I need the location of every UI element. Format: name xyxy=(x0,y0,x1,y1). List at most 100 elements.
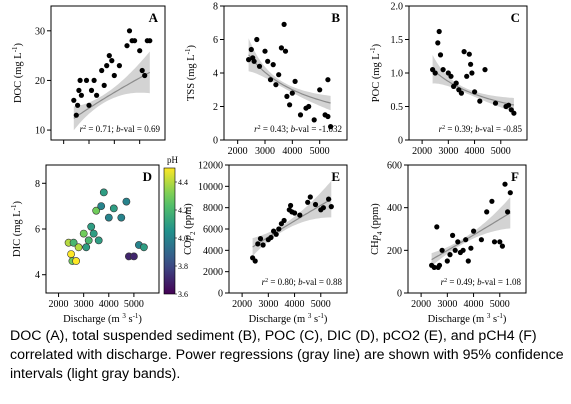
regression-annotation: r2 = 0.39; b-val = -0.85 xyxy=(439,124,523,134)
y-axis-label-part: 4 xyxy=(376,231,384,235)
data-point xyxy=(507,190,513,196)
data-point xyxy=(287,102,293,108)
x-tick-label: 4000 xyxy=(99,299,119,310)
data-point xyxy=(328,204,334,210)
x-axis-label: Discharge (m 3 s-1) xyxy=(63,312,142,325)
data-point xyxy=(117,213,126,222)
data-point xyxy=(255,241,261,247)
annotation-bval: -val = 0.88 xyxy=(303,277,343,287)
y-tick-label: 0 xyxy=(398,136,403,147)
y-axis-label-part: (ppm) xyxy=(370,203,381,232)
y-tick-label: 6 xyxy=(213,35,218,46)
fit-line xyxy=(252,198,332,248)
data-point xyxy=(88,87,95,93)
data-point xyxy=(469,70,475,76)
y-axis-label-part: POC (mg L xyxy=(371,53,382,102)
data-point xyxy=(252,258,258,264)
annotation-r2-value: = 0.43; xyxy=(261,124,291,134)
data-point xyxy=(99,67,105,74)
regression-annotation: r2 = 0.49; b-val = 1.08 xyxy=(441,277,522,287)
data-point xyxy=(305,199,311,205)
data-point xyxy=(472,89,478,95)
y-axis-label-part: TSS (mg L xyxy=(186,54,197,101)
data-point xyxy=(265,58,271,64)
data-point xyxy=(86,102,92,108)
y-axis-label-part: ) xyxy=(12,200,23,204)
data-point xyxy=(435,40,441,46)
x-axis-label-part: s xyxy=(126,314,133,325)
colorbar-tick-label: 4.4 xyxy=(178,178,188,187)
y-tick-label: 12000 xyxy=(198,161,223,172)
colorbar-bar xyxy=(163,167,176,295)
y-tick-label: 2.0 xyxy=(391,2,404,13)
data-point xyxy=(288,202,294,209)
annotation-r2-value: = 0.49; xyxy=(447,277,477,287)
panel-letter: A xyxy=(149,10,159,25)
data-point xyxy=(468,61,474,67)
panel-letter: F xyxy=(511,169,519,184)
data-point xyxy=(297,212,303,218)
y-axis-label-part: ) xyxy=(13,42,24,46)
data-point xyxy=(444,258,450,264)
data-point xyxy=(282,48,289,54)
data-point xyxy=(466,51,472,57)
y-tick-label: 20 xyxy=(35,76,45,87)
y-tick-label: 8000 xyxy=(203,203,223,214)
data-point xyxy=(436,28,442,35)
data-point xyxy=(99,188,108,197)
data-point xyxy=(281,217,287,224)
x-axis-label-part: -1 xyxy=(318,312,324,320)
data-point xyxy=(74,243,83,252)
y-axis-label-part: -1 xyxy=(10,204,18,210)
data-point xyxy=(83,77,90,83)
data-point xyxy=(116,63,122,69)
x-axis-label-part: -1 xyxy=(133,312,139,320)
data-point xyxy=(505,209,511,215)
colorbar-label: pH xyxy=(167,155,179,165)
data-point xyxy=(97,202,106,210)
x-axis-label-part: 3 xyxy=(487,312,491,320)
y-axis-label-part: ) xyxy=(371,43,382,47)
data-point xyxy=(262,48,268,54)
data-point xyxy=(77,77,83,83)
y-axis-label-part: -1 xyxy=(184,48,192,54)
data-point xyxy=(71,97,77,103)
data-point xyxy=(439,247,445,253)
data-point xyxy=(87,222,96,231)
data-point xyxy=(260,242,266,248)
panel-letter: E xyxy=(331,169,340,184)
y-axis-label: TSS (mg L-1) xyxy=(184,44,197,101)
data-point xyxy=(75,102,81,108)
y-tick-label: 400 xyxy=(387,203,402,214)
fit-line xyxy=(73,71,151,119)
annotation-b: b xyxy=(475,124,480,134)
x-axis-label-part: ) xyxy=(503,314,507,325)
panel-frame xyxy=(45,164,160,294)
confidence-band xyxy=(431,197,511,267)
data-point xyxy=(137,48,143,54)
confidence-band xyxy=(432,55,514,113)
data-point xyxy=(464,73,470,79)
x-tick-label: 4000 xyxy=(465,146,485,157)
data-point xyxy=(434,224,440,230)
data-point xyxy=(447,252,453,258)
y-tick-label: 1.0 xyxy=(391,69,404,80)
y-tick-label: 0 xyxy=(218,289,223,300)
data-point xyxy=(69,238,78,247)
data-point xyxy=(448,73,454,79)
data-point xyxy=(437,52,444,58)
data-point xyxy=(311,117,317,123)
data-point xyxy=(101,82,107,88)
data-point xyxy=(506,102,512,108)
annotation-b: b xyxy=(116,124,121,134)
data-point xyxy=(312,201,319,208)
y-tick-label: 0 xyxy=(397,289,402,300)
data-point xyxy=(78,92,84,98)
regression-annotation: r2 = 0.43; b-val = -1.032 xyxy=(254,124,342,134)
data-point xyxy=(79,229,88,238)
x-tick-label: 5000 xyxy=(311,299,331,310)
x-tick-label: 5000 xyxy=(124,299,144,310)
y-tick-label: 10000 xyxy=(198,182,223,193)
data-point xyxy=(307,194,313,200)
